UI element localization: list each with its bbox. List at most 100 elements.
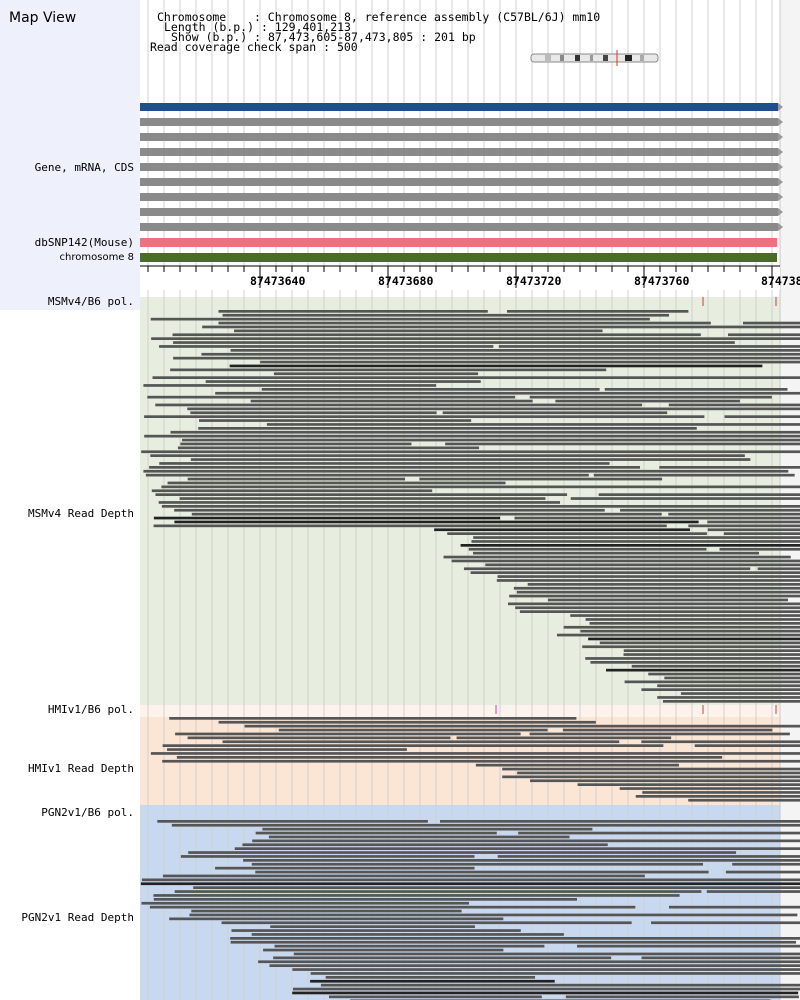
msm-read: [174, 508, 605, 512]
pgn-read: [231, 929, 521, 932]
pgn-read: [141, 878, 800, 882]
hmi-read: [635, 795, 800, 798]
msm-read: [724, 415, 800, 418]
hmi-read: [162, 759, 800, 763]
hmi-read: [502, 775, 800, 779]
snp-track-label: dbSNP142(Mouse): [34, 236, 134, 249]
msm-read: [143, 384, 437, 387]
pgn-read: [215, 866, 475, 870]
gene-transcript-bar: [140, 133, 778, 141]
pgn-read: [310, 979, 555, 983]
msm-read: [261, 388, 600, 391]
msm-depth-label: MSMv4 Read Depth: [28, 507, 134, 520]
msm-read: [582, 645, 800, 649]
hmi-read: [694, 744, 800, 747]
pgn-read: [153, 894, 680, 897]
show-value: : 87,473,605-87,473,805 : 201 bp: [254, 30, 476, 44]
pgn-read: [273, 956, 612, 960]
hmi-read: [619, 787, 800, 790]
pgn-read: [171, 823, 800, 827]
gene-transcript-bar: [140, 163, 778, 171]
msm-read: [201, 352, 800, 356]
pgn-read: [251, 933, 564, 936]
hmi-pol-background: [140, 705, 780, 717]
msm-read: [599, 641, 800, 645]
msm-read: [604, 388, 788, 391]
msm-read: [742, 321, 800, 325]
msm-read: [659, 466, 800, 469]
pgn-read: [234, 847, 800, 850]
pgn-read: [169, 917, 504, 921]
msm-read: [641, 688, 800, 691]
msm-read: [174, 520, 699, 524]
msm-read: [570, 497, 800, 500]
msm-read: [527, 583, 800, 586]
pgn-read: [157, 820, 428, 823]
pgn-read: [577, 944, 800, 948]
hmi-read: [167, 748, 407, 751]
msm-read: [519, 610, 800, 613]
msm-read: [172, 333, 701, 337]
hmi-read: [169, 717, 577, 720]
hmi-read: [244, 724, 800, 728]
msm-read: [509, 594, 800, 598]
msm-read: [180, 442, 412, 446]
msm-read: [723, 532, 800, 535]
msm-read: [144, 434, 800, 438]
msm-read: [182, 438, 800, 442]
strand-arrow-icon: [778, 103, 783, 111]
hmi-read: [176, 756, 723, 759]
hmi-read: [218, 720, 596, 724]
hmi-read: [278, 728, 548, 732]
msm-read: [707, 520, 800, 524]
pgn-read: [269, 964, 800, 967]
msm-read: [143, 469, 789, 473]
msm-read: [598, 493, 800, 496]
msm-read: [447, 532, 707, 535]
hmi-read: [641, 740, 800, 744]
msm-read: [688, 524, 800, 528]
hmi-read: [162, 744, 664, 747]
msm-read: [513, 586, 800, 590]
pgn-read: [189, 913, 798, 917]
msm-read: [155, 493, 568, 496]
chromosome-track-bar: [140, 253, 777, 262]
pgn-read: [153, 898, 577, 901]
msm-read: [662, 700, 800, 703]
ideogram-band: [575, 55, 580, 61]
pgn-read: [149, 905, 636, 909]
msm-read: [664, 676, 800, 680]
msm-read: [167, 481, 506, 485]
gene-transcript-bar: [140, 208, 778, 216]
msm-read: [498, 345, 800, 348]
chromosome-info-line: Chromosome : Chromosome 8, reference ass…: [157, 11, 600, 23]
msm-read: [155, 403, 643, 407]
msm-read: [273, 372, 479, 376]
msm-read: [757, 567, 800, 571]
hmi-read: [530, 779, 800, 783]
msm-read: [187, 407, 800, 411]
pgn-read: [320, 983, 800, 987]
length-value: : 129,401,213: [260, 20, 351, 34]
pgn-read: [293, 952, 800, 956]
hmi-depth-label: HMIv1 Read Depth: [28, 762, 134, 775]
hmi-read: [529, 732, 790, 736]
pgn-read: [725, 870, 800, 874]
msm-read: [668, 403, 800, 407]
left-header-panel: [0, 0, 140, 310]
msm-read: [547, 598, 788, 602]
msm-read: [198, 427, 697, 430]
hmi-read: [688, 798, 800, 802]
msm-read: [202, 325, 800, 329]
pgn-read: [251, 862, 704, 866]
pgn-read: [162, 874, 645, 878]
pgn-read: [565, 995, 799, 999]
msm-read: [470, 571, 800, 574]
msm-read: [170, 368, 607, 372]
gene-transcript-bar: [140, 118, 778, 126]
msm-read: [620, 508, 800, 512]
msm-read: [588, 637, 800, 641]
msm-read: [218, 310, 488, 313]
msm-read: [147, 395, 516, 399]
msm-read: [159, 462, 610, 465]
